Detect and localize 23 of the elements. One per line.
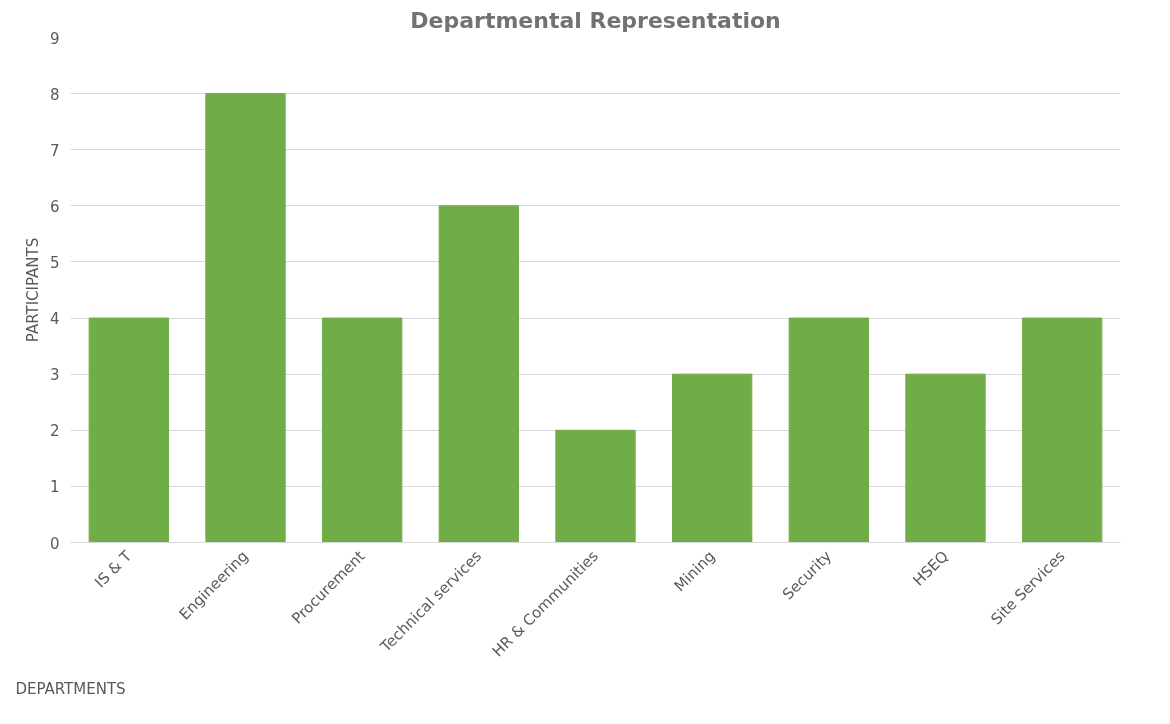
bar bbox=[1022, 317, 1103, 543]
y-tick-label: 8 bbox=[49, 85, 60, 104]
bar bbox=[555, 429, 636, 543]
chart-title: Departmental Representation bbox=[410, 7, 781, 33]
bar bbox=[322, 317, 403, 543]
y-tick-label: 5 bbox=[49, 253, 60, 272]
x-tick-label: IS & T bbox=[91, 546, 136, 592]
bar bbox=[672, 373, 753, 543]
y-tick-label: 7 bbox=[49, 141, 60, 160]
y-tick-label: 2 bbox=[49, 422, 60, 441]
y-tick-label: 1 bbox=[49, 478, 60, 497]
y-tick-label: 0 bbox=[49, 534, 60, 553]
bar bbox=[205, 93, 286, 543]
bar bbox=[88, 317, 169, 543]
x-axis-title: DEPARTMENTS bbox=[15, 679, 126, 698]
y-tick-label: 3 bbox=[49, 366, 60, 385]
y-tick-label: 4 bbox=[49, 310, 60, 329]
bar bbox=[438, 205, 519, 543]
bar bbox=[788, 317, 869, 543]
bar bbox=[905, 373, 986, 543]
y-axis-title: PARTICIPANTS bbox=[23, 237, 42, 343]
y-tick-label: 9 bbox=[49, 29, 60, 48]
y-tick-label: 6 bbox=[49, 197, 60, 216]
